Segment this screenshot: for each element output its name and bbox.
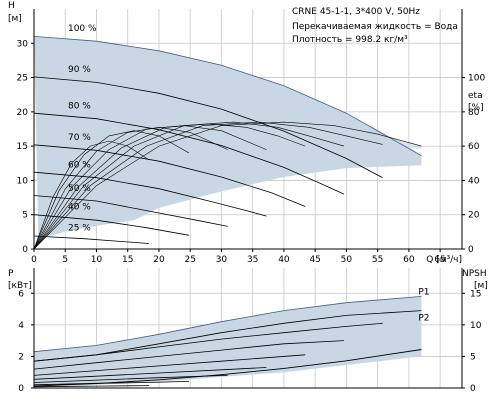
bottom-right-axis-unit: [м] <box>474 281 488 291</box>
speed-label-80pct: 80 % <box>68 101 91 111</box>
eta-tick-label: 0 <box>468 245 474 255</box>
power-curve-9 <box>33 385 150 388</box>
top-right-axis-symbol: eta <box>468 91 483 101</box>
top-right-axis-unit: [%] <box>468 103 484 113</box>
bottom-left-axis-unit: [кВт] <box>8 281 32 291</box>
chart-title: CRNE 45-1-1, 3*400 V, 50Hz <box>292 7 420 17</box>
top-left-axis-symbol: H <box>8 1 15 11</box>
speed-label-90pct: 90 % <box>68 65 91 75</box>
head-curve-70pct <box>33 144 306 207</box>
q-tick-label: 20 <box>153 255 165 265</box>
power-curve-8 <box>33 381 190 386</box>
head-curve-60pct <box>33 171 267 217</box>
p-tick-label: 6 <box>18 289 24 299</box>
speed-label-40pct: 40 % <box>68 202 91 212</box>
efficiency-curve-5 <box>33 125 267 250</box>
efficiency-curve-2 <box>33 121 383 250</box>
head-curve-80pct <box>33 112 345 195</box>
npsh-tick-label: 15 <box>470 289 481 299</box>
speed-label-25pct: 25 % <box>68 224 91 234</box>
q-tick-label: 5 <box>62 255 68 265</box>
power-curve-6 <box>33 367 267 380</box>
eta-tick-label: 80 <box>468 108 480 118</box>
eta-tick-label: 60 <box>468 142 480 152</box>
h-tick-label: 0 <box>22 245 28 255</box>
power-curve-p1 <box>33 296 422 353</box>
overlay-text: CRNE 45-1-1, 3*400 V, 50Hz Перекачиваема… <box>8 1 488 291</box>
efficiency-curve-8 <box>33 140 150 250</box>
p1-label: P1 <box>418 287 429 297</box>
h-tick-label: 15 <box>17 142 28 152</box>
h-tick-label: 20 <box>17 108 29 118</box>
power-curve-3 <box>33 322 383 362</box>
q-tick-label: 25 <box>184 255 195 265</box>
q-tick-label: 0 <box>31 255 37 265</box>
power-curve-5 <box>33 354 306 376</box>
q-tick-label: 45 <box>309 255 320 265</box>
efficiency-curve-6 <box>33 126 228 250</box>
h-tick-label: 30 <box>17 39 29 49</box>
top-left-axis-unit: [м] <box>8 14 22 24</box>
bottom-left-axis-symbol: P <box>8 269 14 279</box>
power-operating-envelope <box>34 296 422 388</box>
speed-label-50pct: 50 % <box>68 184 91 194</box>
eta-tick-label: 40 <box>468 176 480 186</box>
q-tick-label: 15 <box>122 255 133 265</box>
efficiency-curve-7 <box>33 130 190 250</box>
density-info: Плотность = 998.2 кг/м³ <box>292 35 408 45</box>
p-tick-label: 2 <box>18 352 24 362</box>
npsh-tick-label: 10 <box>470 321 482 331</box>
h-tick-label: 5 <box>22 211 28 221</box>
h-tick-label: 25 <box>17 74 28 84</box>
q-tick-label: 60 <box>403 255 415 265</box>
q-axis-label: Q [м³/ч] <box>426 255 462 265</box>
efficiency-curve-4 <box>33 123 306 250</box>
q-tick-label: 10 <box>91 255 103 265</box>
q-tick-label: 30 <box>216 255 228 265</box>
q-tick-label: 55 <box>372 255 383 265</box>
head-curve-25pct <box>33 235 150 244</box>
fluid-info: Перекачиваемая жидкость = Вода <box>292 22 458 32</box>
speed-label-100pct: 100 % <box>68 24 97 34</box>
q-tick-label: 35 <box>247 255 258 265</box>
head-efficiency-plot: 100 % 90 % 80 % 70 % 60 % 50 % 40 % 25 % 0 5 10 15 2… <box>17 9 485 265</box>
head-curve-90pct <box>33 76 383 179</box>
power-curve-4 <box>33 340 344 370</box>
q-tick-label: 40 <box>278 255 290 265</box>
p-tick-label: 0 <box>18 384 24 394</box>
q-tick-label: 50 <box>341 255 353 265</box>
npsh-curve <box>33 349 422 387</box>
speed-label-70pct: 70 % <box>68 133 91 143</box>
eta-tick-label: 20 <box>468 211 480 221</box>
q-tick-label: 65 <box>434 255 445 265</box>
bottom-right-axis-symbol: NPSH <box>462 269 487 279</box>
speed-label-60pct: 60 % <box>68 160 91 170</box>
p-tick-label: 4 <box>18 321 24 331</box>
power-npsh-plot: P1 P2 0 2 4 6 0 5 10 15 <box>18 268 482 394</box>
efficiency-curve-1 <box>33 121 422 250</box>
head-operating-envelope <box>34 36 422 239</box>
head-curve-100pct <box>33 36 422 157</box>
h-tick-label: 10 <box>17 176 29 186</box>
eta-tick-label: 100 <box>468 74 485 84</box>
npsh-tick-label: 5 <box>470 352 476 362</box>
efficiency-envelope <box>34 122 422 249</box>
npsh-tick-label: 0 <box>470 384 476 394</box>
p2-label: P2 <box>418 314 429 324</box>
head-curve-50pct <box>33 195 228 227</box>
